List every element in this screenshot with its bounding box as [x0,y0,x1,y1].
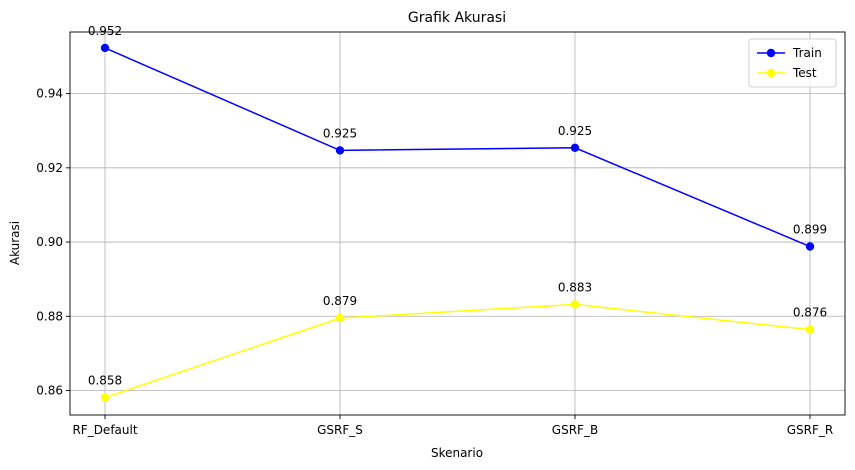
legend-label-train: Train [792,46,822,60]
axis-layer: RF_Default GSRF_S GSRF_B GSRF_R 0.86 0.88 0.90… [36,31,846,437]
legend-label-test: Test [792,66,817,80]
x-tick-label: RF_Default [72,423,137,437]
data-point-train [570,143,580,152]
grid-layer [70,32,845,415]
y-tick-label: 0.86 [36,384,63,398]
y-tick-label: 0.92 [36,161,63,175]
data-point-test [570,300,580,309]
series-line-test [104,303,811,399]
data-label: 0.858 [88,374,122,388]
series-line-train [104,47,811,248]
y-axis-label: Akurasi [8,221,22,265]
data-label: 0.952 [88,24,122,38]
legend-marker-test [766,68,776,78]
data-label: 0.899 [793,223,827,237]
data-point-test [100,393,110,402]
data-label: 0.876 [793,306,827,320]
plot-frame [69,31,846,416]
x-axis-label: Skenario [431,446,483,460]
data-point-train [805,242,815,251]
series-layer [100,43,815,402]
x-tick-label: GSRF_B [552,423,598,437]
legend-marker-train [766,48,776,58]
y-tick-label: 0.88 [36,309,63,323]
data-point-test [805,325,815,334]
y-tick-label: 0.94 [36,87,63,101]
legend: Train Test [748,38,837,88]
data-point-test [335,313,345,323]
x-tick-label: GSRF_R [787,423,834,437]
x-tick-label: GSRF_S [317,423,363,437]
y-tick-label: 0.90 [36,235,63,249]
data-point-train [335,146,345,155]
data-point-train [100,43,110,53]
data-label-layer: 0.952 0.925 0.925 0.899 0.858 0.879 0.883 0.876 [88,24,827,388]
data-label: 0.925 [323,126,357,140]
chart-title: Grafik Akurasi [408,10,506,26]
data-label: 0.879 [323,294,357,308]
data-label: 0.883 [558,280,592,294]
data-label: 0.925 [558,124,592,138]
